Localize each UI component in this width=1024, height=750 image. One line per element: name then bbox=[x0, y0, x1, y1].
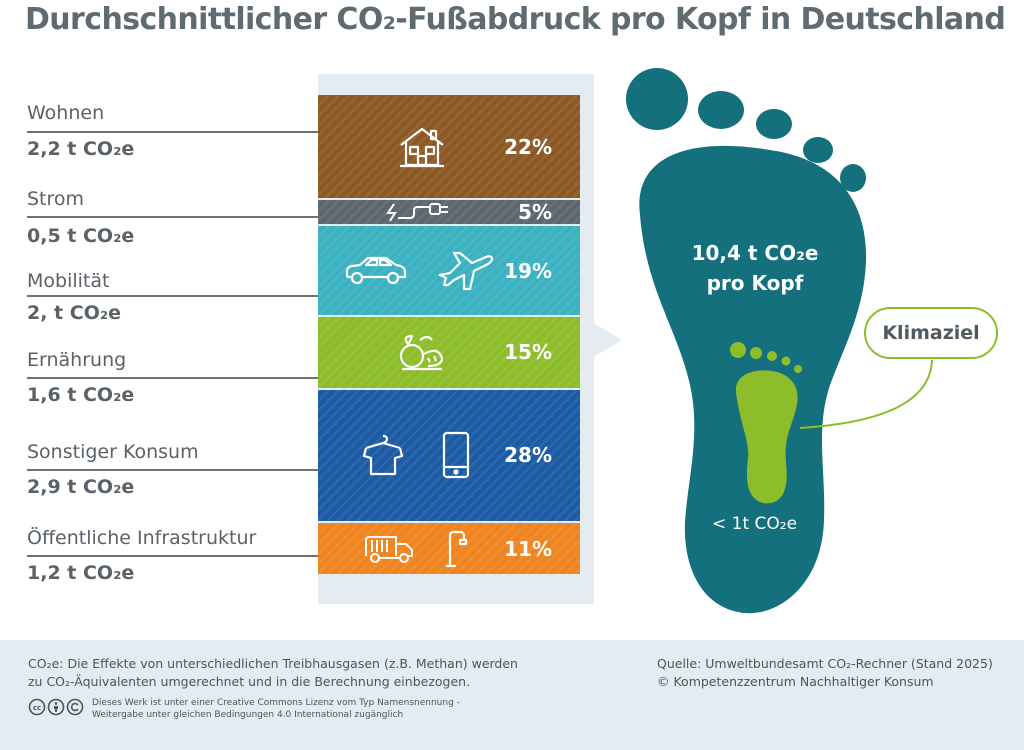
bar-strom: 5% bbox=[318, 200, 580, 225]
footprint-total: 10,4 t CO₂e pro Kopf bbox=[660, 238, 850, 298]
bar-label-wohnen: 22% bbox=[504, 134, 552, 159]
food-icon bbox=[399, 335, 444, 371]
source-line-2: © Kompetenzzentrum Nachhaltiger Konsum bbox=[657, 674, 934, 689]
panel-pointer bbox=[592, 322, 622, 358]
svg-text:cc: cc bbox=[33, 704, 41, 712]
car-icon bbox=[345, 256, 407, 284]
license-line-2: Weitergabe unter gleichen Bedingungen 4.… bbox=[92, 710, 404, 720]
category-rule-sonstiger-konsum bbox=[27, 469, 318, 471]
bar-label-sonstiger-konsum: 28% bbox=[504, 443, 552, 468]
category-label-wohnen: Wohnen bbox=[27, 102, 105, 124]
cc-license-badge: cc bbox=[28, 698, 84, 716]
by-icon bbox=[47, 698, 65, 716]
footer-panel bbox=[0, 640, 1024, 750]
category-rule-ernaehrung bbox=[27, 377, 318, 379]
category-rule-strom bbox=[27, 216, 318, 218]
category-label-strom: Strom bbox=[27, 188, 85, 210]
bar-oeffentliche-infrastruktur: 11% bbox=[318, 522, 580, 575]
bar-label-oeffentliche-infrastruktur: 11% bbox=[504, 536, 552, 561]
amount-label-strom: 0,5 t CO₂e bbox=[27, 225, 135, 247]
bar-mobilitaet: 19% bbox=[318, 226, 580, 316]
street-lamp-icon bbox=[446, 530, 468, 567]
house-icon bbox=[400, 127, 444, 167]
bar-label-strom: 5% bbox=[518, 200, 552, 225]
footnote: CO₂e: Die Effekte von unterschiedlichen … bbox=[28, 655, 518, 691]
small-footprint-icon bbox=[730, 342, 802, 504]
source-note: Quelle: Umweltbundesamt CO₂-Rechner (Sta… bbox=[657, 655, 993, 691]
bar-label-mobilitaet: 19% bbox=[504, 258, 552, 283]
category-label-sonstiger-konsum: Sonstiger Konsum bbox=[27, 441, 199, 463]
shirt-icon bbox=[362, 435, 404, 476]
source-line-1: Quelle: Umweltbundesamt CO₂-Rechner (Sta… bbox=[657, 656, 993, 671]
category-label-ernaehrung: Ernährung bbox=[27, 349, 127, 371]
amount-label-oeffentliche-infrastruktur: 1,2 t CO₂e bbox=[27, 562, 135, 584]
amount-label-mobilitaet: 2, t CO₂e bbox=[27, 302, 122, 324]
bar-ernaehrung: 15% bbox=[318, 317, 580, 388]
bar-wohnen: 22% bbox=[318, 95, 580, 199]
klimaziel-bubble: Klimaziel bbox=[864, 307, 998, 359]
target-connector-line bbox=[799, 359, 933, 429]
category-label-oeffentliche-infrastruktur: Öffentliche Infrastruktur bbox=[27, 527, 257, 549]
bar-label-ernaehrung: 15% bbox=[504, 340, 552, 365]
footprint-total-unit: pro Kopf bbox=[706, 271, 804, 295]
footprint-total-value: 10,4 t CO₂e bbox=[691, 241, 819, 265]
amount-label-wohnen: 2,2 t CO₂e bbox=[27, 138, 135, 160]
klimaziel-label: Klimaziel bbox=[882, 322, 980, 344]
plug-icon bbox=[386, 203, 448, 222]
amount-label-sonstiger-konsum: 2,9 t CO₂e bbox=[27, 476, 135, 498]
footprint-illustration bbox=[626, 68, 933, 614]
footnote-line-2: zu CO₂-Äquivalenten umgerechnet und in d… bbox=[28, 674, 471, 689]
category-rule-oeffentliche-infrastruktur bbox=[27, 555, 318, 557]
amount-label-ernaehrung: 1,6 t CO₂e bbox=[27, 384, 135, 406]
sa-icon bbox=[66, 698, 84, 716]
category-rule-wohnen bbox=[27, 131, 318, 133]
smartphone-icon bbox=[442, 432, 470, 479]
footnote-line-1: CO₂e: Die Effekte von unterschiedlichen … bbox=[28, 656, 518, 671]
license-note: Dieses Werk ist unter einer Creative Com… bbox=[92, 697, 460, 721]
category-rule-mobilitaet bbox=[27, 295, 318, 297]
footprint-target-value: < 1t CO₂e bbox=[712, 514, 798, 534]
cc-icon: cc bbox=[28, 698, 46, 716]
license-line-1: Dieses Werk ist unter einer Creative Com… bbox=[92, 698, 460, 708]
garbage-truck-icon bbox=[365, 535, 413, 563]
bar-sonstiger-konsum: 28% bbox=[318, 389, 580, 521]
chart-title: Durchschnittlicher CO₂-Fußabdruck pro Ko… bbox=[25, 2, 1006, 37]
airplane-icon bbox=[438, 251, 494, 290]
category-label-mobilitaet: Mobilität bbox=[27, 270, 110, 292]
